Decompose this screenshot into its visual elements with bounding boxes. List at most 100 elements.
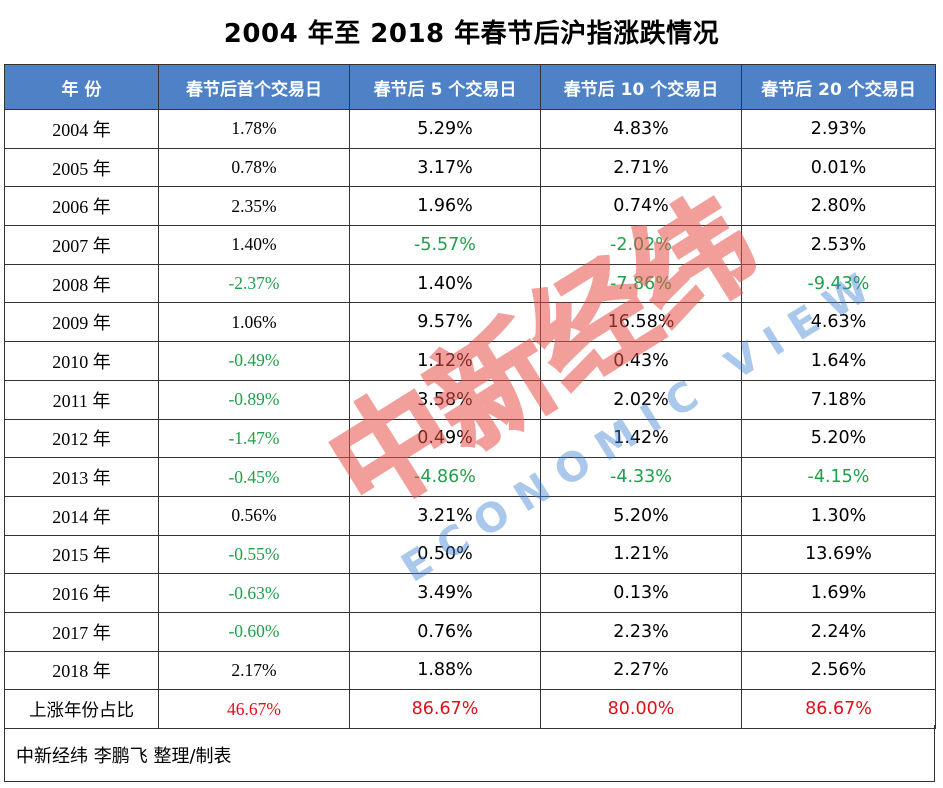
- value-cell-d20: 1.64%: [741, 341, 936, 381]
- header-day20: 春节后 20 个交易日: [741, 64, 936, 110]
- value-cell-d20: 2.53%: [741, 225, 936, 265]
- table-row: 2013 年 -0.45% -4.86% -4.33% -4.15%: [4, 457, 936, 497]
- summary-cell-d1: 46.67%: [158, 689, 350, 729]
- value-cell-d10: 4.83%: [540, 109, 742, 149]
- header-day10: 春节后 10 个交易日: [540, 64, 742, 110]
- year-cell: 2017 年: [4, 611, 159, 652]
- value-cell-d10: 1.21%: [540, 534, 742, 575]
- table-row: 2017 年 -0.60% 0.76% 2.23% 2.24%: [4, 611, 936, 652]
- value-cell-d5: 5.29%: [349, 109, 541, 149]
- summary-label: 上涨年份占比: [4, 689, 159, 729]
- value-cell-d5: 1.96%: [349, 186, 541, 227]
- value-cell-d5: 9.57%: [349, 302, 541, 343]
- value-cell-d20: 2.24%: [741, 611, 936, 652]
- table-row: 2010 年 -0.49% 1.12% 0.43% 1.64%: [4, 341, 936, 381]
- year-cell: 2007 年: [4, 225, 159, 265]
- value-cell-d5: 1.88%: [349, 650, 541, 691]
- value-cell-d5: -4.86%: [349, 457, 541, 497]
- value-cell-d1: 2.35%: [158, 186, 350, 227]
- value-cell-d10: 1.42%: [540, 418, 742, 459]
- summary-row: 上涨年份占比 46.67% 86.67% 80.00% 86.67%: [4, 689, 936, 729]
- value-cell-d10: 2.23%: [540, 611, 742, 652]
- value-cell-d1: -0.45%: [158, 457, 350, 497]
- value-cell-d20: 4.63%: [741, 302, 936, 343]
- value-cell-d5: 3.21%: [349, 495, 541, 536]
- value-cell-d10: 5.20%: [540, 495, 742, 536]
- value-cell-d10: 0.74%: [540, 186, 742, 227]
- value-cell-d10: 0.13%: [540, 573, 742, 613]
- table-row: 2016 年 -0.63% 3.49% 0.13% 1.69%: [4, 573, 936, 613]
- value-cell-d1: -2.37%: [158, 263, 350, 304]
- value-cell-d5: 3.58%: [349, 379, 541, 420]
- value-cell-d1: -1.47%: [158, 418, 350, 459]
- table-row: 2006 年 2.35% 1.96% 0.74% 2.80%: [4, 186, 936, 227]
- value-cell-d20: 2.93%: [741, 109, 936, 149]
- value-cell-d5: -5.57%: [349, 225, 541, 265]
- value-cell-d10: 0.43%: [540, 341, 742, 381]
- value-cell-d20: -9.43%: [741, 263, 936, 304]
- value-cell-d10: 2.71%: [540, 147, 742, 188]
- year-cell: 2011 年: [4, 379, 159, 420]
- table-row: 2012 年 -1.47% 0.49% 1.42% 5.20%: [4, 418, 936, 459]
- table-row: 2014 年 0.56% 3.21% 5.20% 1.30%: [4, 495, 936, 536]
- value-cell-d5: 3.17%: [349, 147, 541, 188]
- value-cell-d1: 2.17%: [158, 650, 350, 691]
- summary-cell-d5: 86.67%: [349, 689, 541, 729]
- year-cell: 2014 年: [4, 495, 159, 536]
- table-row: 2018 年 2.17% 1.88% 2.27% 2.56%: [4, 650, 936, 691]
- value-cell-d1: -0.55%: [158, 534, 350, 575]
- value-cell-d1: -0.60%: [158, 611, 350, 652]
- value-cell-d5: 0.76%: [349, 611, 541, 652]
- value-cell-d20: -4.15%: [741, 457, 936, 497]
- year-cell: 2005 年: [4, 147, 159, 188]
- value-cell-d5: 1.40%: [349, 263, 541, 304]
- value-cell-d1: 1.06%: [158, 302, 350, 343]
- value-cell-d10: 2.27%: [540, 650, 742, 691]
- year-cell: 2008 年: [4, 263, 159, 304]
- value-cell-d1: -0.89%: [158, 379, 350, 420]
- value-cell-d1: -0.49%: [158, 341, 350, 381]
- value-cell-d20: 0.01%: [741, 147, 936, 188]
- value-cell-d20: 13.69%: [741, 534, 936, 575]
- value-cell-d1: 1.40%: [158, 225, 350, 265]
- year-cell: 2006 年: [4, 186, 159, 227]
- table-row: 2005 年 0.78% 3.17% 2.71% 0.01%: [4, 147, 936, 188]
- table-row: 2008 年 -2.37% 1.40% -7.86% -9.43%: [4, 263, 936, 304]
- data-table: 年 份 春节后首个交易日 春节后 5 个交易日 春节后 10 个交易日 春节后 …: [4, 64, 936, 729]
- table-row: 2015 年 -0.55% 0.50% 1.21% 13.69%: [4, 534, 936, 575]
- year-cell: 2010 年: [4, 341, 159, 381]
- header-day5: 春节后 5 个交易日: [349, 64, 541, 110]
- summary-cell-d10: 80.00%: [540, 689, 742, 729]
- header-year: 年 份: [4, 64, 159, 110]
- header-day1: 春节后首个交易日: [158, 64, 350, 110]
- value-cell-d5: 3.49%: [349, 573, 541, 613]
- table-row: 2011 年 -0.89% 3.58% 2.02% 7.18%: [4, 379, 936, 420]
- year-cell: 2013 年: [4, 457, 159, 497]
- value-cell-d20: 2.80%: [741, 186, 936, 227]
- value-cell-d10: -2.02%: [540, 225, 742, 265]
- value-cell-d20: 7.18%: [741, 379, 936, 420]
- value-cell-d1: 1.78%: [158, 109, 350, 149]
- header-row: 年 份 春节后首个交易日 春节后 5 个交易日 春节后 10 个交易日 春节后 …: [4, 64, 936, 110]
- year-cell: 2018 年: [4, 650, 159, 691]
- value-cell-d20: 1.69%: [741, 573, 936, 613]
- value-cell-d10: 16.58%: [540, 302, 742, 343]
- value-cell-d10: 2.02%: [540, 379, 742, 420]
- value-cell-d10: -4.33%: [540, 457, 742, 497]
- value-cell-d5: 1.12%: [349, 341, 541, 381]
- value-cell-d20: 5.20%: [741, 418, 936, 459]
- value-cell-d1: 0.56%: [158, 495, 350, 536]
- value-cell-d5: 0.50%: [349, 534, 541, 575]
- value-cell-d5: 0.49%: [349, 418, 541, 459]
- value-cell-d1: 0.78%: [158, 147, 350, 188]
- footer-credit: 中新经纬 李鹏飞 整理/制表: [4, 725, 935, 782]
- table-row: 2009 年 1.06% 9.57% 16.58% 4.63%: [4, 302, 936, 343]
- value-cell-d1: -0.63%: [158, 573, 350, 613]
- year-cell: 2016 年: [4, 573, 159, 613]
- value-cell-d20: 1.30%: [741, 495, 936, 536]
- footer-text: 中新经纬 李鹏飞 整理/制表: [16, 746, 232, 767]
- value-cell-d10: -7.86%: [540, 263, 742, 304]
- table-row: 2007 年 1.40% -5.57% -2.02% 2.53%: [4, 225, 936, 265]
- table-row: 2004 年 1.78% 5.29% 4.83% 2.93%: [4, 109, 936, 149]
- year-cell: 2009 年: [4, 302, 159, 343]
